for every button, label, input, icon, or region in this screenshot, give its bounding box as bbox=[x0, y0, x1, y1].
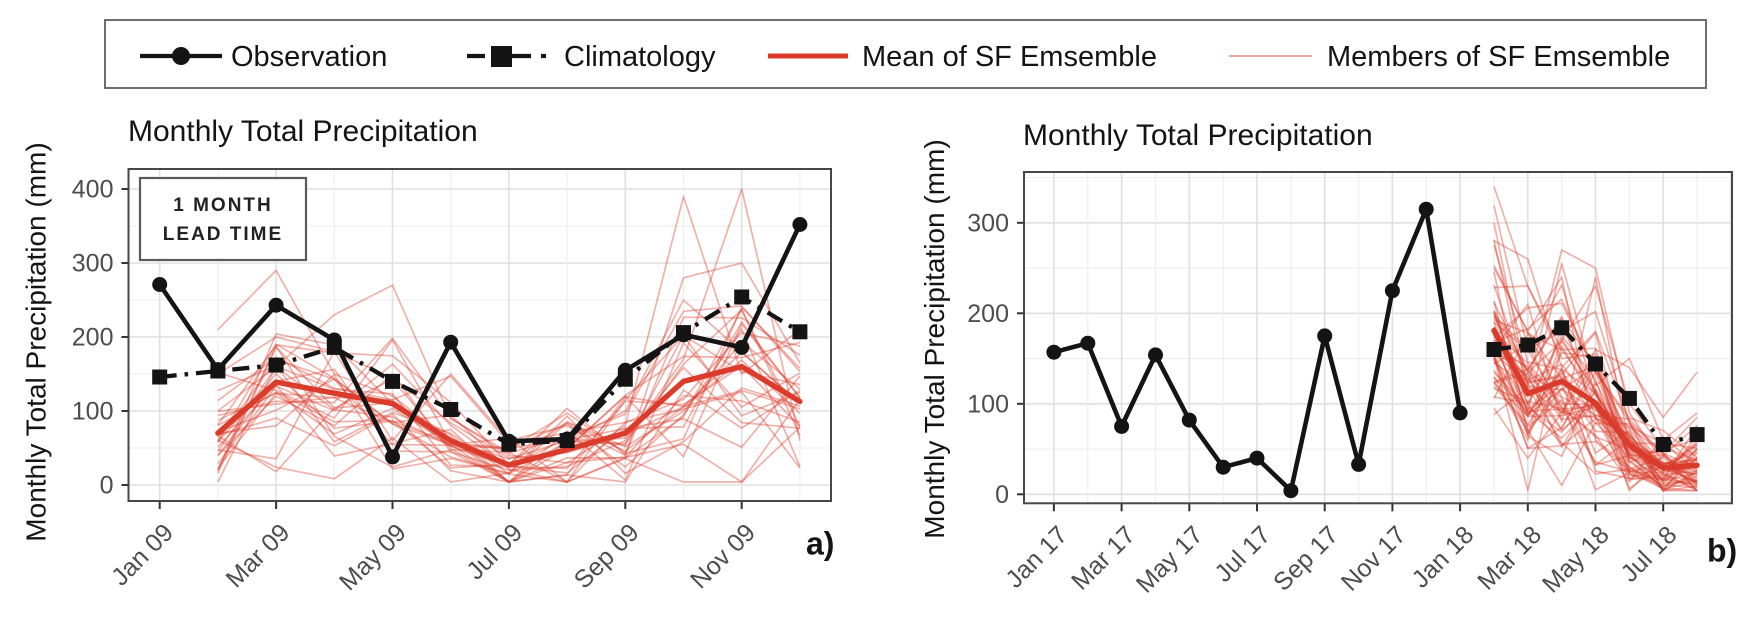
svg-text:Climatology: Climatology bbox=[564, 41, 716, 73]
svg-text:300: 300 bbox=[72, 250, 114, 278]
svg-text:Monthly Total Precipitation (m: Monthly Total Precipitation (mm) bbox=[21, 142, 52, 541]
svg-text:200: 200 bbox=[72, 324, 114, 352]
svg-text:400: 400 bbox=[72, 176, 114, 204]
svg-text:Observation: Observation bbox=[231, 41, 387, 73]
svg-text:1 MONTH: 1 MONTH bbox=[173, 195, 273, 216]
svg-text:a): a) bbox=[806, 526, 834, 562]
svg-text:300: 300 bbox=[967, 209, 1009, 237]
svg-text:100: 100 bbox=[72, 398, 114, 426]
svg-text:0: 0 bbox=[995, 481, 1009, 509]
svg-text:Mean of SF Emsemble: Mean of SF Emsemble bbox=[862, 41, 1157, 73]
svg-text:100: 100 bbox=[967, 390, 1009, 418]
svg-text:Monthly Total Precipitation: Monthly Total Precipitation bbox=[128, 115, 478, 148]
svg-text:Members of SF Emsemble: Members of SF Emsemble bbox=[1327, 41, 1670, 73]
svg-text:LEAD TIME: LEAD TIME bbox=[163, 224, 283, 245]
svg-text:Monthly Total Precipitation (m: Monthly Total Precipitation (mm) bbox=[919, 139, 950, 538]
svg-text:0: 0 bbox=[100, 472, 114, 500]
svg-text:b): b) bbox=[1707, 533, 1737, 569]
svg-text:Monthly Total Precipitation: Monthly Total Precipitation bbox=[1023, 119, 1373, 152]
svg-text:200: 200 bbox=[967, 300, 1009, 328]
